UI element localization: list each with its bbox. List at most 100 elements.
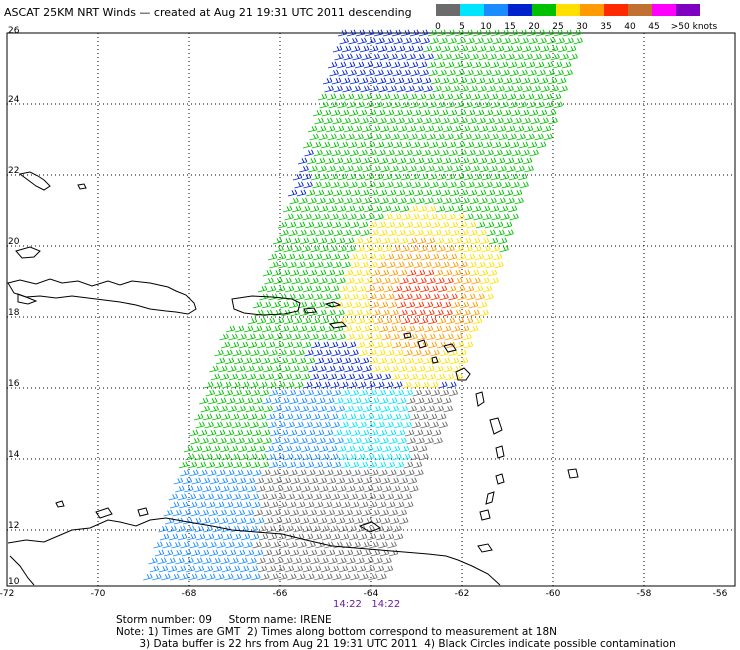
wind-barb (464, 285, 475, 293)
wind-barb (328, 413, 339, 421)
wind-barb (476, 45, 487, 53)
lon-label: -56 (713, 589, 728, 599)
wind-barb (516, 133, 526, 141)
wind-barb (382, 317, 393, 325)
wind-barb (256, 413, 267, 421)
wind-barb (400, 101, 410, 109)
wind-barb (372, 61, 383, 69)
wind-barb (184, 485, 194, 493)
wind-barb (339, 493, 350, 501)
lat-label: 22 (8, 166, 19, 176)
wind-barb (370, 509, 380, 517)
wind-barb (313, 389, 324, 397)
wind-barb (448, 149, 458, 157)
wind-barb (391, 341, 402, 349)
wind-barb (393, 37, 403, 45)
wind-barb (409, 317, 420, 325)
wind-barb (291, 373, 302, 381)
wind-barb (393, 493, 404, 501)
wind-barb (371, 405, 382, 413)
wind-barb (177, 493, 188, 501)
wind-barb (373, 317, 384, 325)
wind-barb (490, 245, 500, 253)
wind-barb (476, 261, 486, 269)
wind-barb (377, 573, 387, 581)
wind-barb (326, 309, 336, 317)
wind-barb (345, 277, 355, 285)
wind-barb (280, 549, 291, 557)
wind-barb (433, 125, 444, 133)
wind-barb (322, 461, 333, 469)
wind-barb (539, 117, 549, 125)
wind-barb (203, 453, 213, 461)
wind-barb (292, 317, 303, 325)
wind-barb (535, 101, 545, 109)
wind-barb (367, 349, 377, 357)
wind-barb (152, 573, 162, 581)
coastline-grenada (479, 509, 491, 521)
wind-barb (352, 197, 362, 205)
wind-barb (351, 85, 361, 93)
wind-barb (492, 253, 503, 261)
wind-barb (166, 557, 176, 565)
wind-barb (511, 149, 521, 157)
wind-barb (347, 453, 357, 461)
wind-barb (499, 245, 509, 253)
wind-barb (315, 301, 326, 309)
wind-barb (396, 85, 406, 93)
wind-barb (389, 405, 400, 413)
wind-barb (483, 37, 493, 45)
wind-barb (332, 573, 342, 581)
wind-barb (434, 309, 444, 317)
wind-barb (293, 565, 304, 573)
wind-barb (433, 397, 443, 405)
wind-barb (245, 365, 255, 373)
wind-barb (428, 141, 439, 149)
wind-barb (408, 373, 419, 381)
wind-barb (449, 189, 460, 197)
wind-barb (299, 365, 309, 373)
wind-barb (359, 261, 369, 269)
wind-barb (338, 285, 349, 293)
wind-barb (432, 229, 442, 237)
wind-barb (473, 141, 484, 149)
wind-barb (359, 117, 369, 125)
wind-barb (454, 317, 465, 325)
wind-barb (256, 341, 267, 349)
wind-barb (427, 101, 437, 109)
wind-barb (373, 245, 383, 253)
wind-barb (364, 341, 375, 349)
wind-barb (266, 453, 276, 461)
wind-barb (519, 109, 530, 117)
wind-barb (305, 189, 316, 197)
wind-barb (418, 101, 428, 109)
wind-barb (371, 309, 381, 317)
wind-barb (353, 165, 363, 173)
wind-barb (252, 301, 263, 309)
wind-barb (511, 77, 522, 85)
wind-barb (367, 461, 378, 469)
wind-barb (471, 61, 482, 69)
wind-barb (327, 61, 338, 69)
wind-barb (252, 325, 263, 333)
wind-barb (306, 541, 316, 549)
wind-barb (322, 77, 333, 85)
wind-barb (264, 373, 275, 381)
wind-barb (451, 125, 462, 133)
wind-barb (527, 69, 537, 77)
wind-barb (329, 285, 340, 293)
wind-barb (356, 285, 367, 293)
wind-barb (302, 285, 313, 293)
wind-barb (242, 501, 252, 509)
wind-barb (369, 301, 380, 309)
legend-swatch (436, 4, 460, 16)
wind-barb (228, 445, 239, 453)
wind-barb (190, 437, 200, 445)
wind-barb (185, 525, 195, 533)
wind-barb (289, 197, 299, 205)
wind-barb (345, 333, 355, 341)
wind-barb (222, 493, 233, 501)
wind-barb (377, 501, 387, 509)
wind-barb (340, 389, 351, 397)
wind-barb (364, 557, 374, 565)
